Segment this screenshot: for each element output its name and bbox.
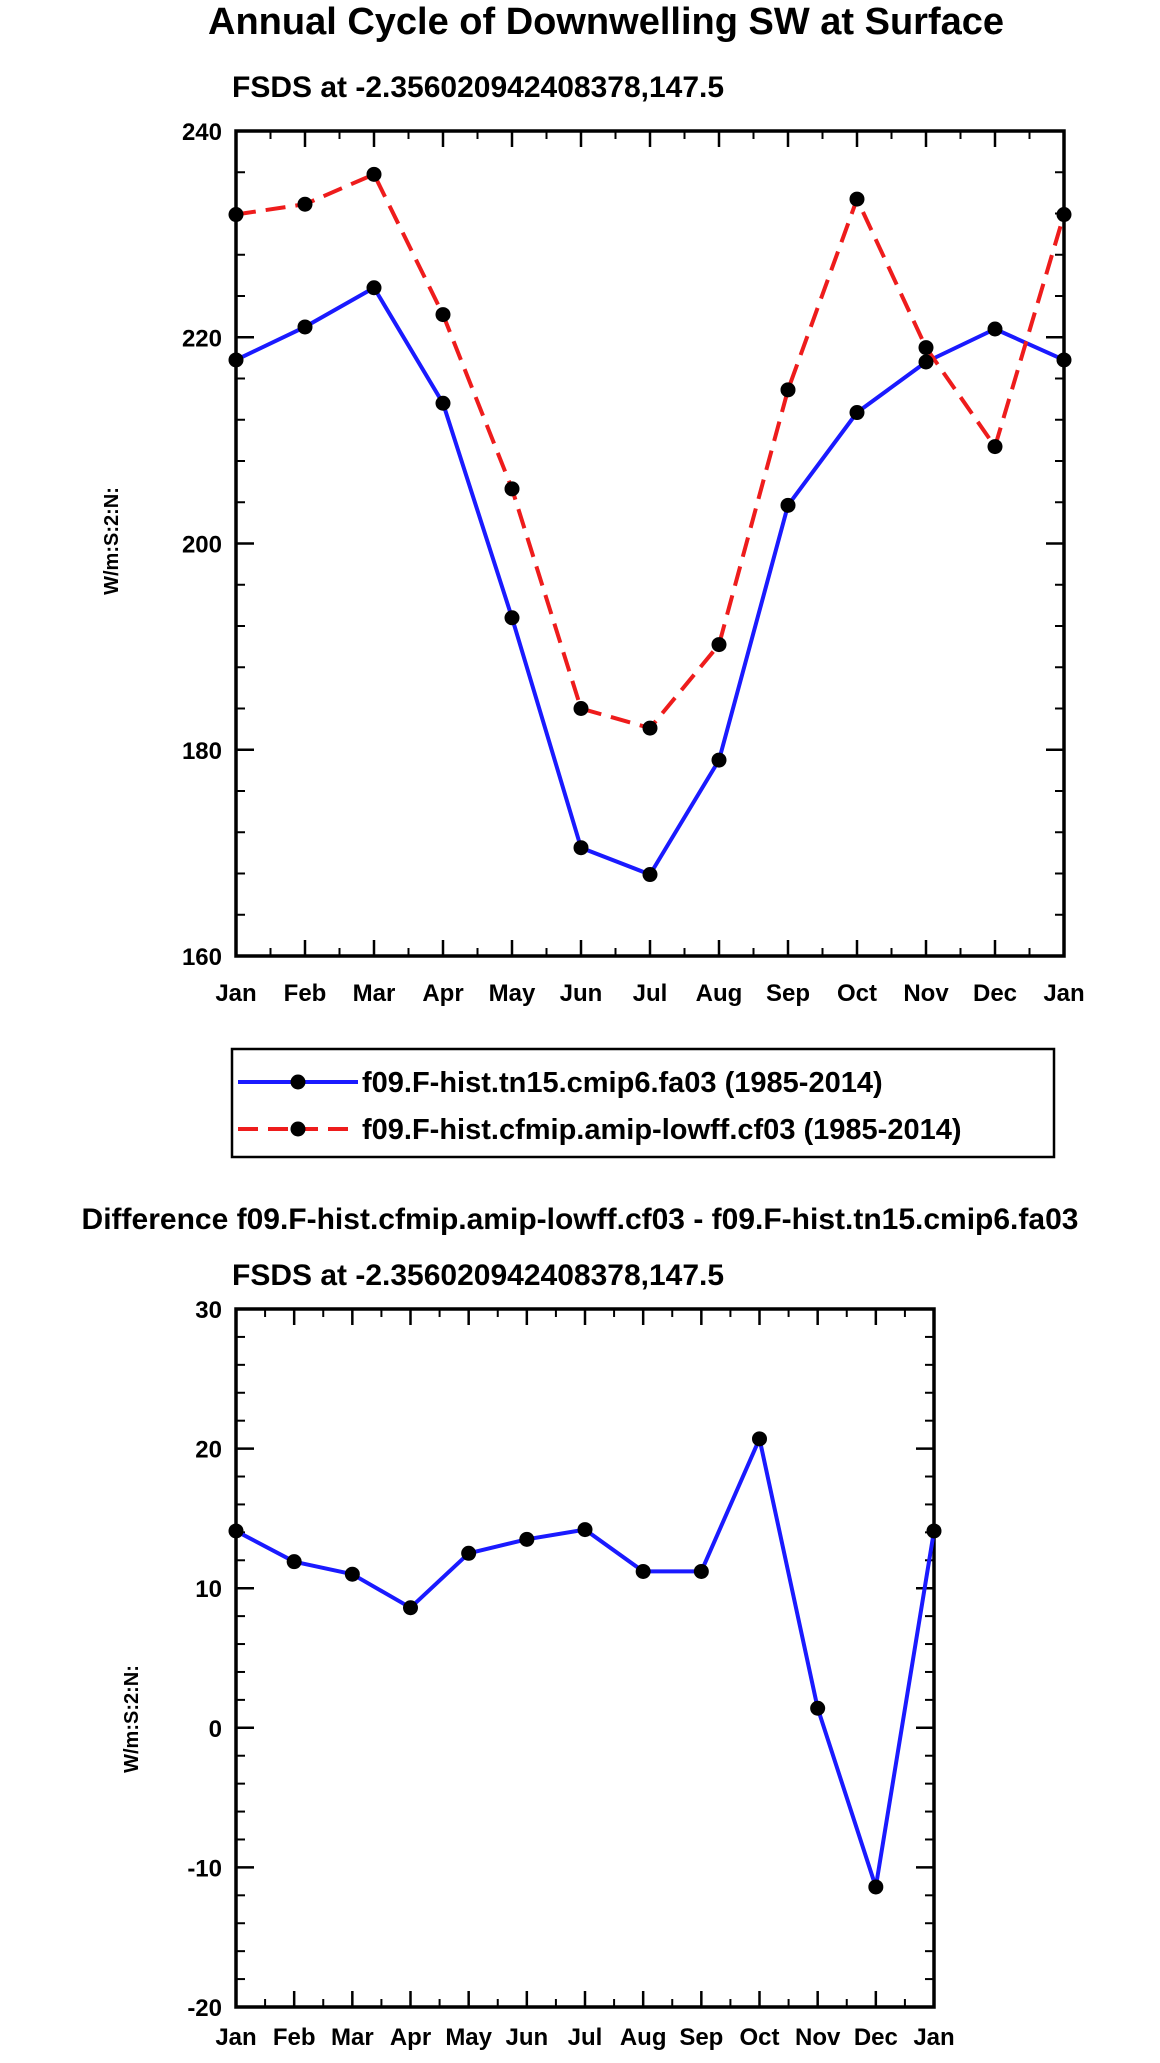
chart1-series-2-point	[1056, 207, 1072, 223]
chart1-ylabel: W/m:S:2:N:	[101, 487, 123, 595]
chart1-subtitle: FSDS at -2.356020942408378,147.5	[232, 71, 724, 104]
chart2-xtick-label: Oct	[739, 2024, 779, 2051]
chart2-series-line-1	[235, 1436, 936, 1889]
chart1-series-line-2	[235, 172, 1066, 731]
chart1-title: Annual Cycle of Downwelling SW at Surfac…	[208, 1, 1004, 43]
chart2-series-1-point	[577, 1522, 593, 1538]
chart1-series-1-point	[849, 405, 865, 421]
chart2-series-1-point	[403, 1600, 418, 1616]
chart2-ytick-label: -10	[187, 1855, 222, 1882]
chart2-series-1-point	[344, 1566, 360, 1582]
chart1-series-2-point	[228, 207, 244, 223]
chart2-series-1-point	[461, 1545, 477, 1561]
chart2-xtick-label: Mar	[331, 2024, 374, 2051]
chart1-series-2-point	[573, 701, 589, 716]
chart1-series-1-point	[228, 352, 244, 368]
chart1-series-2-point	[780, 382, 796, 398]
chart1-series-2-point	[918, 340, 934, 356]
chart2-xtick-label: Jan	[215, 2024, 256, 2051]
chart2-series-1-point	[519, 1531, 535, 1547]
chart1-series-2-point	[297, 196, 313, 212]
chart1-series-2-point	[504, 481, 520, 497]
chart1-xtick-label: Jan	[1043, 980, 1084, 1007]
chart1-ytick-label: 240	[182, 119, 222, 146]
chart1-ytick-label: 180	[182, 738, 222, 765]
chart1-series-2-point	[711, 637, 727, 653]
chart1-plot-area: Jan Feb Mar Apr May Jun Jul Aug Sep Oct Nov Dec Jan 1…	[182, 119, 1085, 1007]
chart2-xtick-label: Dec	[854, 2024, 898, 2051]
chart2-series-1-point	[228, 1523, 244, 1539]
chart1-xtick-label: Feb	[284, 980, 327, 1007]
chart2-series-1-point	[810, 1700, 826, 1716]
chart2-ytick-label: 0	[209, 1716, 222, 1743]
legend-box	[230, 1047, 1056, 1159]
chart2-ylabel: W/m:S:2:N:	[121, 1665, 143, 1773]
chart1-xtick-label: Sep	[766, 980, 810, 1007]
chart1-xtick-label: May	[489, 980, 536, 1007]
chart1-series-1-point	[297, 319, 313, 335]
chart2-xtick-label: May	[445, 2024, 492, 2051]
chart1-series-2-point	[987, 439, 1003, 455]
chart1-ytick-label: 200	[182, 532, 222, 559]
legend-label-1: f09.F-hist.tn15.cmip6.fa03 (1985-2014)	[362, 1067, 883, 1099]
chart2-subtitle: FSDS at -2.356020942408378,147.5	[232, 1259, 724, 1292]
chart1-legend: f09.F-hist.tn15.cmip6.fa03 (1985-2014) f0…	[230, 1047, 1056, 1159]
chart2-title: Difference f09.F-hist.cfmip.amip-lowff.c…	[82, 1203, 1079, 1236]
chart1-series-1-point	[1056, 352, 1072, 368]
chart2-series-1-point	[868, 1879, 884, 1895]
chart2-xtick-label: Feb	[273, 2024, 316, 2051]
chart1-series-2-point	[849, 191, 865, 207]
chart1-ytick-label: 220	[182, 325, 222, 352]
chart2-ytick-label: 10	[195, 1576, 222, 1603]
chart1-series-1-point	[435, 395, 451, 411]
chart2-plot-area: Jan Feb Mar Apr May Jun Jul Aug Sep Oct Nov Dec Jan-…	[187, 1297, 954, 2051]
chart2-xtick-label: Nov	[795, 2024, 841, 2051]
chart2-xtick-label: Jul	[568, 2024, 603, 2051]
chart1-series-1-point	[573, 840, 589, 856]
chart1-series-2-point	[642, 720, 658, 736]
chart1-series-1-point	[918, 354, 934, 370]
chart1-series-line-1	[235, 285, 1065, 877]
chart1-series-1-point	[987, 321, 1003, 337]
chart2-series-1-point	[752, 1431, 767, 1447]
chart2-frame	[234, 1307, 936, 2009]
chart1-xtick-label: Jun	[560, 980, 603, 1007]
chart1-series-1-point	[780, 497, 796, 513]
chart2-ytick-label: 30	[195, 1297, 222, 1324]
chart2-series-1-point	[693, 1563, 709, 1579]
chart2-xtick-label: Sep	[679, 2024, 723, 2051]
chart1-series-1-point	[642, 867, 658, 883]
legend-marker-1	[290, 1074, 306, 1090]
chart1-xtick-label: Aug	[696, 980, 743, 1007]
chart1-xtick-label: Dec	[973, 980, 1017, 1007]
chart1-series-1-point	[711, 752, 727, 768]
chart2-ytick-label: 20	[195, 1437, 222, 1464]
legend-marker-2	[290, 1121, 306, 1137]
chart1-xtick-label: Nov	[903, 980, 949, 1007]
chart2-series-1-point	[635, 1563, 651, 1579]
chart1-xtick-label: Apr	[422, 980, 463, 1007]
chart2-series-1-point	[926, 1523, 942, 1539]
chart1-series-2-point	[435, 307, 451, 323]
chart1-frame	[234, 129, 1066, 958]
legend-label-2: f09.F-hist.cfmip.amip-lowff.cf03 (1985-2…	[362, 1114, 962, 1146]
chart2-xtick-label: Apr	[390, 2024, 431, 2051]
chart1-ytick-label: 160	[182, 944, 222, 971]
chart2-ytick-label: -20	[187, 1995, 222, 2022]
chart1-xtick-label: Jul	[633, 980, 668, 1007]
chart2-xtick-label: Jun	[505, 2024, 548, 2051]
chart1-xtick-label: Mar	[353, 980, 396, 1007]
chart2-xtick-label: Jan	[913, 2024, 954, 2051]
chart1-xtick-label: Jan	[215, 980, 256, 1007]
chart1-series-1-point	[366, 280, 382, 296]
chart1-xtick-label: Oct	[837, 980, 877, 1007]
chart1-series-2-point	[366, 166, 382, 182]
chart1-series-1-point	[504, 610, 520, 626]
chart2-xtick-label: Aug	[620, 2024, 667, 2051]
chart2-series-1-point	[286, 1554, 302, 1570]
